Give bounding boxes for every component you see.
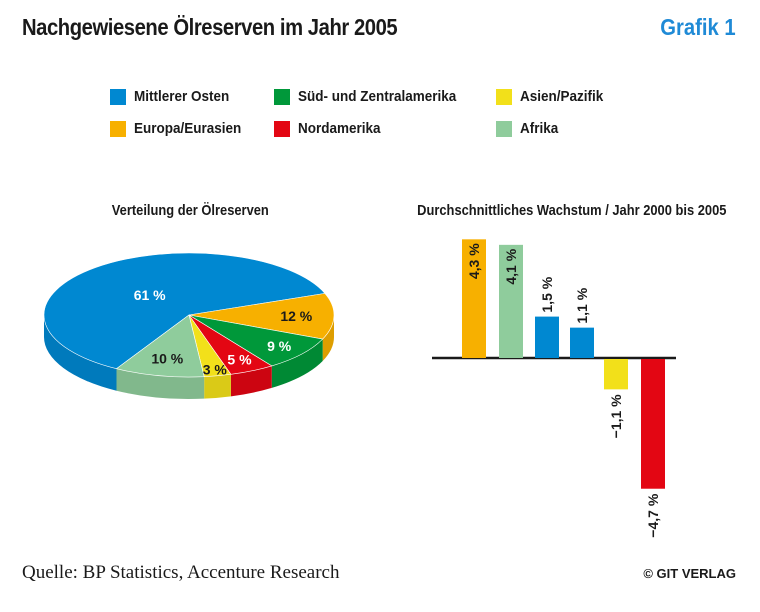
legend-swatch-sued-zentralamerika [274, 88, 290, 105]
legend-item-nordamerika: Nordamerika [274, 120, 390, 137]
pie-label-s-d-und-zentralamerika: 9 % [267, 338, 292, 354]
figure-tag: Grafik 1 [660, 14, 736, 40]
chart-title: Nachgewiesene Ölreserven im Jahr 2005 [22, 14, 398, 40]
pie-side-europa-eurasien [322, 315, 334, 362]
legend-swatch-afrika [496, 120, 512, 137]
bar-europa-eurasien [462, 239, 486, 358]
pie-label-mittlerer-osten: 61 % [134, 287, 166, 303]
legend-swatch-nordamerika [274, 120, 290, 137]
pie-side-mittlerer-osten [43, 315, 117, 391]
pie-slice-mittlerer-osten [43, 252, 326, 370]
bar-label-europa-eurasien: 4,3 % [466, 243, 482, 279]
pie-side-nordamerika [230, 365, 272, 397]
legend-item-asien-pazifik: Asien/Pazifik [496, 88, 613, 105]
bar-nordamerika [641, 359, 665, 489]
pie-label-asien-pazifik: 3 % [203, 362, 228, 378]
pie-side-s-d-und-zentralamerika [271, 339, 323, 388]
bar-chart-title-text: Durchschnittliches Wachstum / Jahr 2000 … [417, 202, 727, 219]
pie-side-afrika [116, 368, 205, 399]
bar-chart-title: Durchschnittliches Wachstum / Jahr 2000 … [392, 202, 742, 219]
legend-item-afrika: Afrika [496, 120, 563, 137]
legend-swatch-europa-eurasien [110, 120, 126, 137]
bar-s-d-und-zentralamerika [570, 327, 594, 358]
bar-label-afrika: 4,1 % [503, 248, 519, 284]
legend-label: Mittlerer Osten [134, 88, 230, 105]
copyright-note: © GIT VERLAG [643, 566, 736, 581]
bar-label-asien-pazifik: −1,1 % [608, 394, 624, 439]
pie-label-afrika: 10 % [151, 351, 183, 367]
legend-label: Nordamerika [298, 120, 381, 137]
bar-asien-pazifik [604, 359, 628, 390]
bar-label-nordamerika: −4,7 % [645, 493, 661, 538]
pie-label-europa-eurasien: 12 % [280, 308, 312, 324]
legend-label: Afrika [520, 120, 559, 137]
legend-swatch-mittlerer-osten [110, 88, 126, 105]
bar-mittlerer-osten [535, 316, 559, 358]
source-note: Quelle: BP Statistics, Accenture Researc… [22, 562, 340, 583]
pie-chart-title-text: Verteilung der Ölreserven [111, 202, 269, 219]
legend-item-sued-zentralamerika: Süd- und Zentralamerika [274, 88, 474, 105]
legend-label: Europa/Eurasien [134, 120, 242, 137]
pie-label-nordamerika: 5 % [227, 352, 252, 368]
pie-slice-europa-eurasien [188, 293, 335, 340]
pie-chart-title: Verteilung der Ölreserven [40, 202, 340, 219]
pie-slice-s-d-und-zentralamerika [188, 314, 324, 367]
bar-label-mittlerer-osten: 1,5 % [539, 276, 555, 312]
pie-side-asien-pazifik [204, 374, 231, 399]
legend-item-mittlerer-osten: Mittlerer Osten [110, 88, 240, 105]
legend: Mittlerer Osten Süd- und Zentralamerika … [110, 88, 670, 140]
legend-item-europa-eurasien: Europa/Eurasien [110, 120, 253, 137]
legend-label: Asien/Pazifik [520, 88, 604, 105]
pie-slice-afrika [115, 314, 205, 378]
legend-swatch-asien-pazifik [496, 88, 512, 105]
legend-label: Süd- und Zentralamerika [298, 88, 457, 105]
pie-side-walls [43, 315, 334, 399]
bar-afrika [499, 244, 523, 358]
bar-label-s-d-und-zentralamerika: 1,1 % [574, 287, 590, 323]
